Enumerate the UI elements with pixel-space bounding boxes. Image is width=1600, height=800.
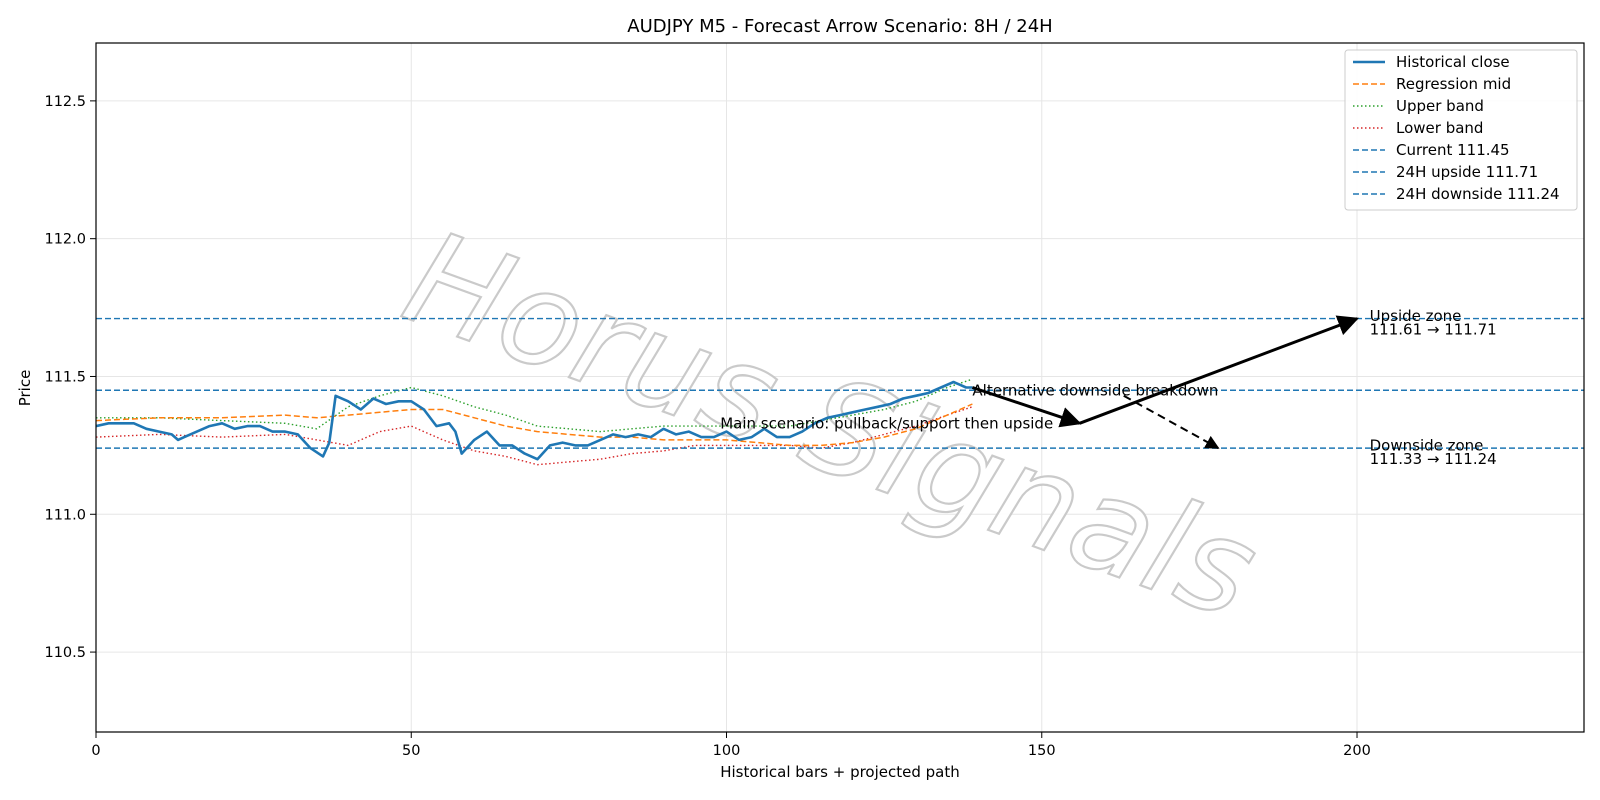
series-line-upper-band [96, 378, 973, 433]
annotation-text: Main scenario: pullback/support then ups… [720, 414, 1053, 432]
x-axis-ticks: 0 50 100 150 200 [91, 732, 1371, 759]
y-tick-label: 112.0 [44, 232, 86, 248]
legend-label: Current 111.45 [1396, 141, 1510, 159]
y-axis-label: Price [16, 370, 34, 407]
legend-label: Upper band [1396, 97, 1484, 115]
y-tick-label: 112.5 [44, 94, 86, 110]
y-tick-label: 111.0 [44, 507, 86, 523]
annotation-text: 111.61 → 111.71 [1370, 321, 1497, 339]
plot-frame [95, 42, 1585, 733]
hline-layer [96, 317, 1584, 449]
legend-label: Historical close [1396, 53, 1510, 71]
chart-title: AUDJPY M5 - Forecast Arrow Scenario: 8H … [627, 16, 1052, 37]
legend-label: Lower band [1396, 119, 1483, 137]
x-tick-label: 150 [1028, 743, 1056, 759]
legend-label: 24H downside 111.24 [1396, 185, 1560, 203]
legend-label: Regression mid [1396, 75, 1511, 93]
x-tick-label: 200 [1343, 743, 1371, 759]
y-axis-ticks: 110.5 111.0 111.5 112.0 112.5 [44, 94, 96, 661]
main-scenario-arrow-1 [971, 386, 1082, 428]
x-tick-label: 50 [402, 743, 420, 759]
x-tick-label: 100 [713, 743, 741, 759]
legend-label: 24H upside 111.71 [1396, 163, 1538, 181]
annotation-text: Upside zone [1370, 307, 1462, 325]
x-axis-label: Historical bars + projected path [720, 763, 960, 781]
annotation-text: 111.33 → 111.24 [1370, 450, 1497, 468]
legend: Historical close Regression mid Upper band… [1344, 49, 1578, 211]
annotation-text: Alternative downside breakdown [972, 381, 1218, 399]
y-tick-label: 110.5 [44, 645, 86, 661]
series-layer [96, 378, 973, 466]
legend-box [1344, 49, 1578, 211]
x-tick-label: 0 [91, 743, 100, 759]
annotation-layer: Alternative downside breakdown Main scena… [720, 307, 1497, 468]
grid [95, 43, 1584, 732]
annotation-text: Downside zone [1370, 436, 1484, 454]
plot-background [96, 43, 1584, 732]
main-scenario-arrow-2 [1079, 315, 1359, 425]
y-tick-label: 111.5 [44, 369, 86, 385]
alt-scenario-arrow [1123, 394, 1220, 450]
series-line-regression-mid [96, 403, 973, 447]
arrow-layer [971, 315, 1359, 450]
series-line-historical-close [96, 380, 973, 461]
